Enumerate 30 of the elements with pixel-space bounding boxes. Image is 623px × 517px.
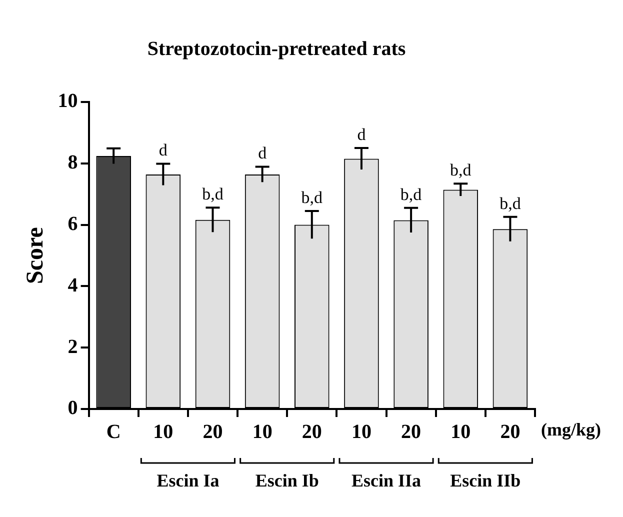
data-label: b,d: [450, 160, 472, 180]
x-tick-label: 10: [252, 421, 272, 444]
data-label: b,d: [301, 188, 324, 207]
data-label: d: [357, 125, 366, 144]
text: Escin Ia: [156, 470, 220, 491]
x-tick-label: 20: [401, 421, 422, 444]
data-label: d: [258, 144, 268, 163]
x-tick-label: 20: [302, 421, 322, 444]
data-label: b,d: [400, 184, 422, 204]
x-tick-label: C: [106, 421, 121, 444]
y-tick-label: 4: [68, 274, 78, 296]
text: Escin Ib: [255, 470, 319, 491]
x-tick-label: 10: [351, 421, 372, 444]
text: Escin IIb: [450, 470, 521, 491]
y-tick-label: 2: [68, 336, 78, 358]
y-axis-title: Score: [22, 226, 49, 284]
text: Escin IIa: [352, 470, 422, 491]
data-label: b,d: [500, 194, 522, 213]
x-tick-label: 10: [153, 421, 174, 444]
data-label: b,d: [202, 184, 224, 204]
y-tick-label: 10: [58, 90, 78, 112]
y-tick-label: 6: [68, 212, 78, 235]
x-axis-title: (mg/kg): [541, 420, 601, 440]
y-tick-label: 8: [68, 152, 78, 174]
x-tick-label: 20: [500, 421, 520, 444]
chart-title: Streptozotocin-pretreated rats: [147, 38, 406, 60]
x-tick-label: 20: [202, 421, 223, 444]
data-label: d: [158, 140, 168, 160]
x-tick-label: 10: [450, 421, 471, 444]
y-tick-label: 0: [68, 397, 78, 420]
